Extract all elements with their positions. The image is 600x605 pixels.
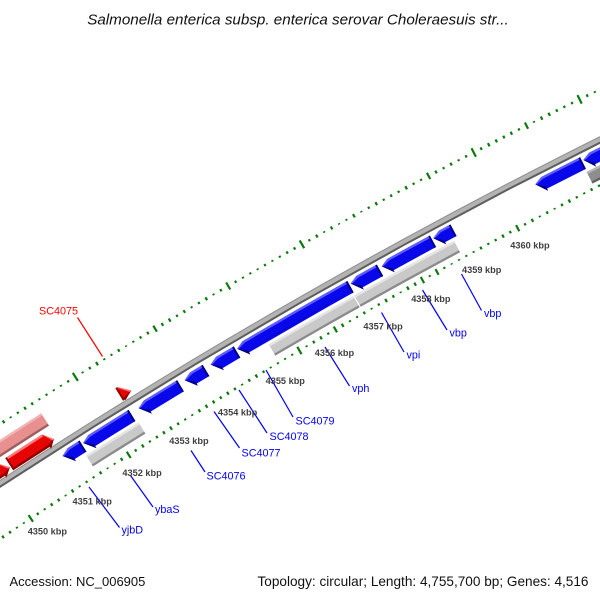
svg-text:SC4075: SC4075 xyxy=(39,306,78,318)
svg-text:SC4079: SC4079 xyxy=(296,416,335,428)
svg-text:Topology: circular; Length: 4,: Topology: circular; Length: 4,755,700 bp… xyxy=(257,574,588,589)
svg-text:SC4077: SC4077 xyxy=(242,448,281,460)
svg-text:4352 kbp: 4352 kbp xyxy=(122,468,162,478)
svg-text:4357 kbp: 4357 kbp xyxy=(363,322,403,332)
svg-text:4353 kbp: 4353 kbp xyxy=(169,436,209,446)
svg-text:4359 kbp: 4359 kbp xyxy=(462,265,502,275)
svg-text:SC4078: SC4078 xyxy=(270,431,309,443)
svg-text:4360 kbp: 4360 kbp xyxy=(510,240,550,250)
svg-text:4351 kbp: 4351 kbp xyxy=(73,497,113,507)
svg-text:Accession: NC_006905: Accession: NC_006905 xyxy=(10,574,146,589)
svg-text:vph: vph xyxy=(352,383,369,395)
svg-text:4356 kbp: 4356 kbp xyxy=(315,348,355,358)
svg-text:vbp: vbp xyxy=(484,308,501,320)
svg-text:yjbD: yjbD xyxy=(122,525,144,537)
svg-text:4358 kbp: 4358 kbp xyxy=(411,294,451,304)
svg-text:Salmonella enterica subsp. ent: Salmonella enterica subsp. enterica sero… xyxy=(87,11,509,28)
svg-text:vpi: vpi xyxy=(407,350,421,362)
svg-text:4354 kbp: 4354 kbp xyxy=(218,408,258,418)
svg-text:4355 kbp: 4355 kbp xyxy=(266,376,306,386)
svg-text:4350 kbp: 4350 kbp xyxy=(28,526,68,536)
svg-text:vbp: vbp xyxy=(450,328,467,340)
svg-text:ybaS: ybaS xyxy=(155,504,180,516)
svg-text:SC4076: SC4076 xyxy=(207,471,246,483)
